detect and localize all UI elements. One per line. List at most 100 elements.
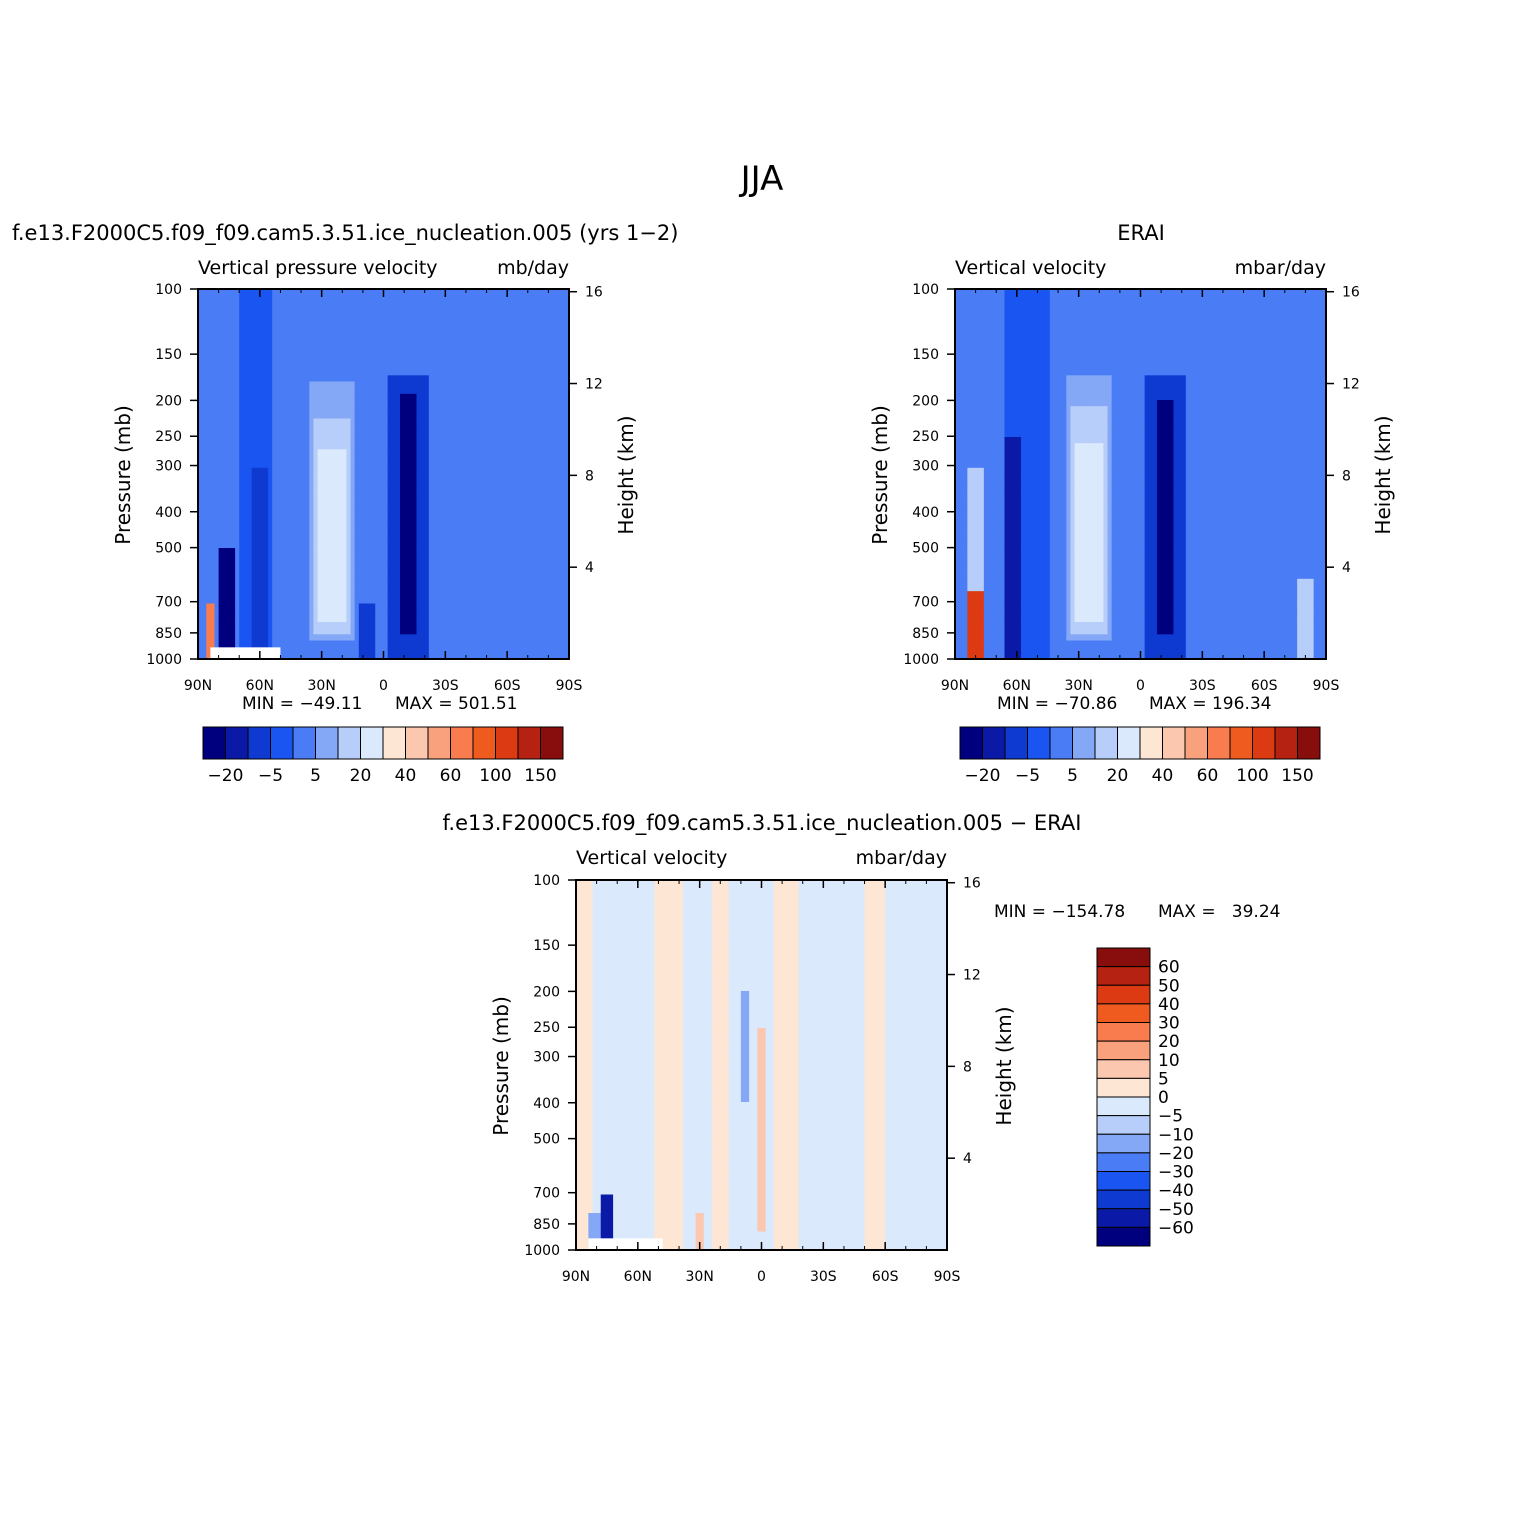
field-cell — [424, 498, 430, 506]
field-cell — [560, 609, 566, 617]
field-cell — [482, 289, 488, 296]
field-cell — [263, 535, 269, 543]
field-cell — [457, 486, 463, 494]
field-cell — [395, 430, 401, 438]
field-cell — [276, 301, 282, 309]
field-cell — [474, 603, 479, 611]
field-cell — [268, 338, 273, 346]
field-cell — [540, 548, 545, 555]
field-cell — [206, 498, 211, 506]
field-cell — [536, 443, 541, 450]
field-cell — [251, 430, 257, 438]
field-cell — [531, 517, 537, 524]
field-cell — [251, 307, 257, 315]
field-cell — [329, 572, 335, 580]
field-cell — [362, 437, 368, 444]
field-cell — [350, 578, 356, 586]
field-cell — [437, 406, 442, 413]
field-cell — [263, 313, 269, 321]
field-cell — [503, 622, 508, 629]
field-cell — [202, 363, 207, 370]
field-cell — [531, 492, 537, 500]
field-cell — [284, 566, 290, 574]
field-cell — [338, 535, 343, 543]
field-cell — [536, 356, 541, 364]
field-cell — [465, 319, 471, 327]
field-cell — [371, 585, 376, 592]
field-cell — [280, 529, 286, 537]
field-cell — [367, 381, 372, 389]
field-cell — [268, 492, 273, 500]
field-cell — [564, 615, 569, 623]
field-cell — [498, 387, 504, 395]
field-cell — [560, 622, 566, 629]
field-cell — [284, 622, 290, 629]
field-cell — [432, 356, 438, 364]
field-cell — [420, 313, 426, 321]
field-cell — [387, 319, 393, 327]
field-cell — [329, 375, 335, 383]
field-cell — [284, 400, 290, 407]
field-cell — [548, 517, 554, 524]
field-cell — [379, 560, 385, 568]
field-cell — [198, 412, 203, 420]
field-cell — [301, 511, 306, 518]
field-cell — [301, 356, 306, 364]
field-cell — [552, 363, 558, 370]
field-cell — [552, 529, 558, 537]
field-cell — [362, 319, 368, 327]
field-cell — [247, 461, 253, 469]
field-cell — [453, 363, 459, 370]
field-cell — [449, 449, 455, 457]
field-cell — [519, 313, 525, 321]
field-cell — [284, 418, 290, 426]
field-cell — [325, 307, 331, 315]
field-cell — [432, 313, 438, 321]
field-cell — [486, 566, 492, 574]
field-cell — [235, 541, 240, 549]
field-cell — [457, 461, 463, 469]
field-cell — [334, 517, 339, 524]
field-cell — [564, 319, 569, 327]
field-cell — [536, 418, 541, 426]
field-cell — [296, 486, 302, 494]
field-cell — [399, 523, 405, 531]
field-cell — [218, 295, 224, 302]
field-cell — [474, 474, 479, 481]
field-cell — [420, 609, 426, 617]
field-cell — [503, 566, 508, 574]
field-cell — [210, 615, 216, 623]
field-cell — [395, 566, 401, 574]
field-cell — [251, 628, 257, 635]
field-cell — [350, 455, 356, 463]
field-cell — [346, 443, 352, 450]
field-cell — [564, 480, 569, 487]
field-cell — [387, 461, 393, 469]
field-cell — [313, 412, 319, 420]
field-cell — [461, 492, 467, 500]
field-cell — [288, 467, 294, 475]
field-cell — [230, 474, 236, 481]
field-cell — [399, 486, 405, 494]
field-cell — [342, 369, 347, 376]
field-cell — [230, 548, 236, 555]
field-cell — [511, 591, 517, 598]
field-cell — [482, 609, 488, 617]
field-cell — [387, 437, 393, 444]
field-cell — [527, 387, 533, 395]
field-cell — [441, 307, 446, 315]
field-cell — [556, 511, 562, 518]
field-cell — [540, 609, 545, 617]
field-cell — [379, 326, 385, 333]
field-cell — [478, 554, 484, 561]
field-cell — [523, 529, 529, 537]
field-cell — [342, 418, 347, 426]
field-cell — [564, 523, 569, 531]
field-cell — [420, 319, 426, 327]
field-cell — [305, 301, 310, 309]
panel-subtitle-left: Vertical pressure velocity — [198, 257, 438, 279]
field-cell — [367, 356, 372, 364]
field-cell — [527, 332, 533, 339]
field-cell — [540, 529, 545, 537]
field-cell — [494, 375, 500, 383]
